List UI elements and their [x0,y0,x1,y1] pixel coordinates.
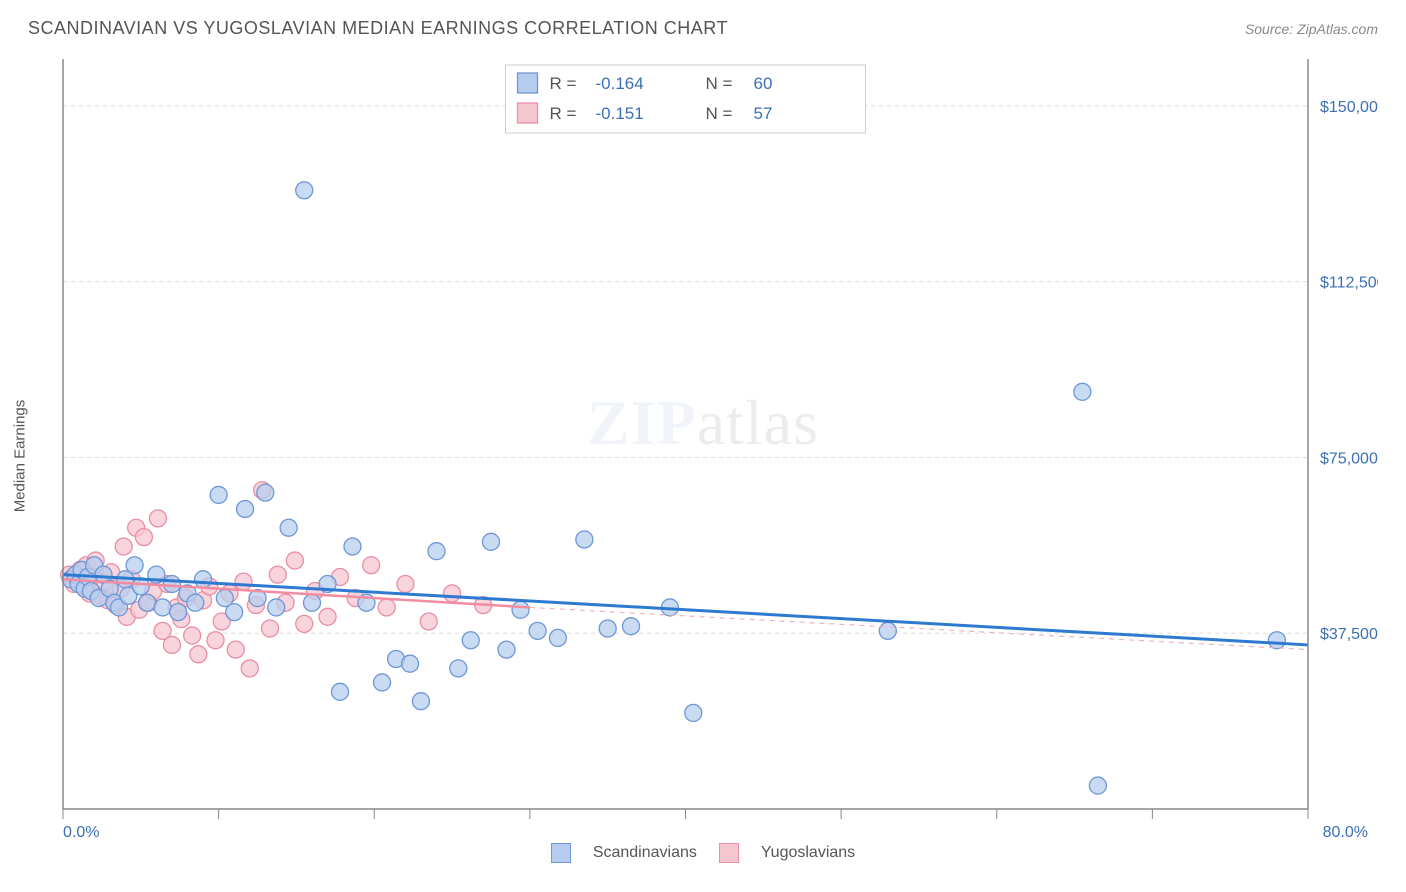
svg-text:R =: R = [550,104,577,123]
svg-text:80.0%: 80.0% [1323,824,1368,839]
data-point [237,501,254,518]
data-point [332,683,349,700]
data-point [462,632,479,649]
data-point [261,620,278,637]
data-point [115,538,132,555]
data-point [378,599,395,616]
data-point [170,604,187,621]
data-point [482,533,499,550]
data-point [195,571,212,588]
data-point [163,576,180,593]
chart-title: SCANDINAVIAN VS YUGOSLAVIAN MEDIAN EARNI… [28,18,728,39]
legend-label-yugoslavians: Yugoslavians [761,844,855,862]
legend-swatch-yugoslavians [719,843,739,863]
legend-label-scandinavians: Scandinavians [593,844,697,862]
svg-text:$150,000: $150,000 [1320,99,1378,116]
data-point [576,531,593,548]
data-point [286,552,303,569]
data-point [444,585,461,602]
svg-text:$112,500: $112,500 [1320,275,1378,292]
data-point [296,182,313,199]
data-point [599,620,616,637]
data-point [190,646,207,663]
data-point [184,627,201,644]
chart-container: Median Earnings ZIPatlas $37,500$75,000$… [28,49,1378,863]
svg-text:$37,500: $37,500 [1320,626,1378,643]
data-point [126,557,143,574]
trendline-yugoslavians-extended [530,607,1308,649]
data-point [207,632,224,649]
data-point [374,674,391,691]
y-axis-label: Median Earnings [12,400,29,513]
svg-text:0.0%: 0.0% [63,824,99,839]
legend-swatch-scandinavians [551,843,571,863]
data-point [1268,632,1285,649]
data-point [241,660,258,677]
data-point [549,629,566,646]
data-point [450,660,467,677]
data-point [154,599,171,616]
data-point [257,484,274,501]
svg-text:$75,000: $75,000 [1320,450,1378,467]
data-point [187,594,204,611]
data-point [420,613,437,630]
data-point [1074,383,1091,400]
svg-text:57: 57 [754,104,773,123]
data-point [879,622,896,639]
data-point [139,594,156,611]
svg-text:N =: N = [706,74,733,93]
data-point [163,636,180,653]
data-point [226,604,243,621]
svg-text:N =: N = [706,104,733,123]
data-point [304,594,321,611]
data-point [210,486,227,503]
data-point [269,566,286,583]
data-point [149,510,166,527]
data-point [280,519,297,536]
svg-text:60: 60 [754,74,773,93]
scatter-chart: $37,500 $75,000 $112,500 $150,000 0.0% 80.0% R… [28,49,1378,839]
data-point [529,622,546,639]
svg-text:-0.151: -0.151 [596,104,644,123]
data-point [344,538,361,555]
source-label: Source: ZipAtlas.com [1245,21,1378,37]
data-point [402,655,419,672]
data-point [623,618,640,635]
series-legend: Scandinavians Yugoslavians [28,843,1378,863]
data-point [1089,777,1106,794]
svg-text:-0.164: -0.164 [596,74,644,93]
data-point [685,704,702,721]
data-point [319,608,336,625]
data-point [235,573,252,590]
data-point [268,599,285,616]
data-point [397,576,414,593]
data-point [363,557,380,574]
svg-text:R =: R = [550,74,577,93]
data-point [227,641,244,658]
data-point [498,641,515,658]
data-point [296,615,313,632]
data-point [135,529,152,546]
data-point [412,693,429,710]
data-point [428,543,445,560]
data-point [512,601,529,618]
